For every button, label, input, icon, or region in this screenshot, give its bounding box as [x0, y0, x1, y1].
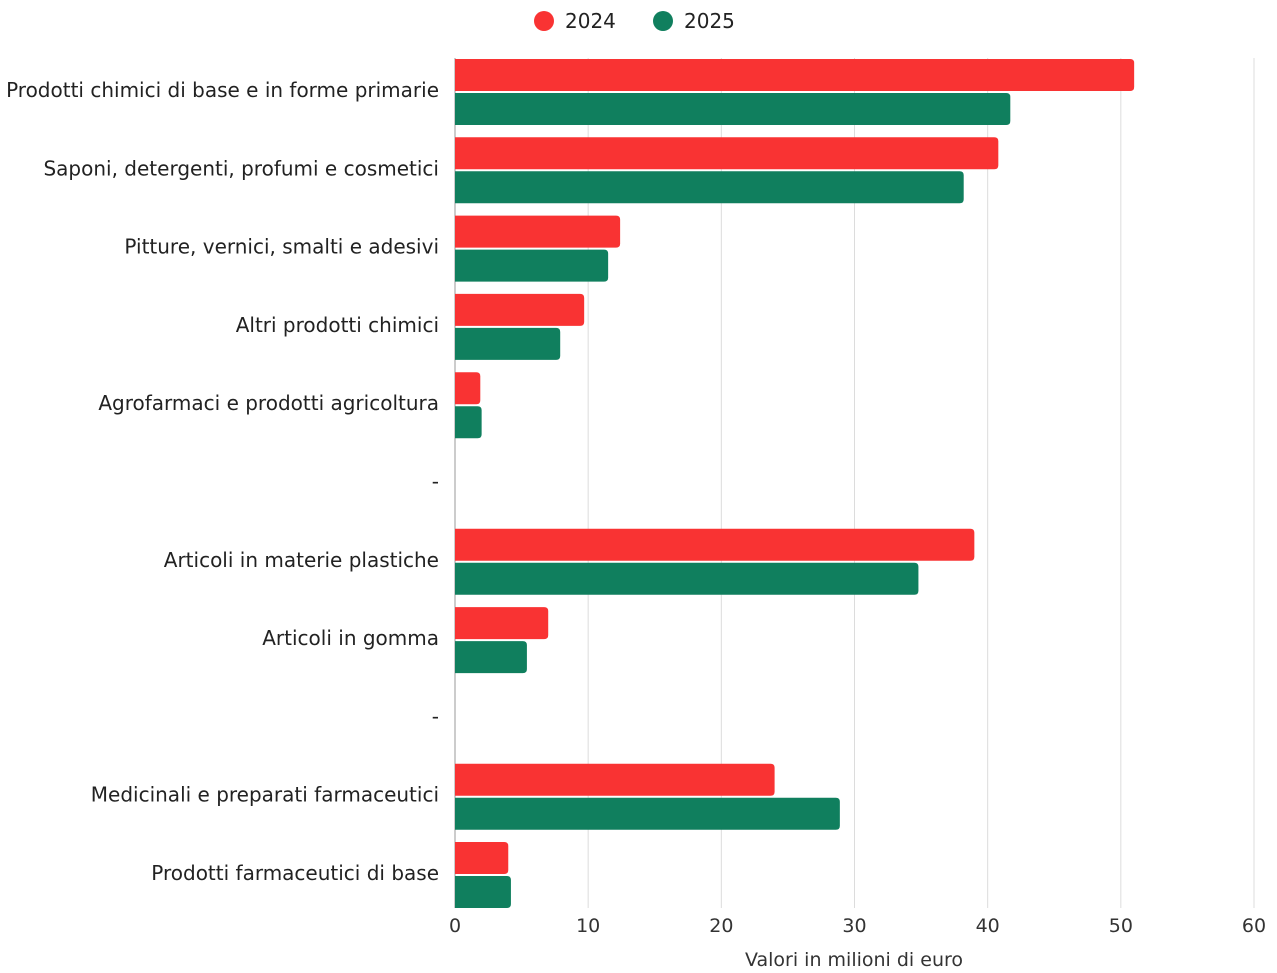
- bar-2024: [455, 842, 509, 874]
- category-label: Altri prodotti chimici: [236, 313, 439, 337]
- bar-2024: [455, 372, 481, 405]
- x-tick-labels: 0 10 20 30 40 50 60: [449, 915, 1266, 937]
- bar-2025: [455, 93, 1011, 125]
- x-tick-label: 60: [1242, 915, 1266, 937]
- bar-2024: [455, 215, 621, 248]
- x-tick-label: 10: [576, 915, 600, 937]
- category-label: Saponi, detergenti, profumi e cosmetici: [43, 156, 439, 180]
- bars: [455, 59, 1135, 908]
- bar-2025: [455, 249, 609, 282]
- bar-2025: [455, 406, 482, 439]
- category-labels: Prodotti chimici di base e in forme prim…: [6, 78, 439, 885]
- category-label: Medicinali e preparati farmaceutici: [91, 783, 439, 807]
- bar-2024: [455, 607, 549, 640]
- category-label: Pitture, vernici, smalti e adesivi: [124, 235, 439, 259]
- bar-2024: [455, 59, 1135, 91]
- legend-swatch-2024: [534, 11, 554, 31]
- bar-2025: [455, 797, 840, 830]
- bar-2025: [455, 327, 561, 360]
- bar-2024: [455, 763, 775, 796]
- category-label: Prodotti chimici di base e in forme prim…: [6, 78, 439, 102]
- category-label: -: [432, 470, 439, 494]
- bar-2025: [455, 171, 964, 204]
- x-tick-label: 0: [449, 915, 461, 937]
- bar-2025: [455, 876, 511, 908]
- legend-swatch-2025: [653, 11, 673, 31]
- bar-2025: [455, 562, 919, 595]
- legend-label: 2025: [684, 9, 735, 33]
- category-label: Articoli in materie plastiche: [164, 548, 439, 572]
- legend: 2024 2025: [534, 9, 735, 33]
- x-axis-title: Valori in milioni di euro: [745, 949, 963, 971]
- category-label: Agrofarmaci e prodotti agricoltura: [98, 391, 439, 415]
- bar-2024: [455, 528, 975, 561]
- x-tick-label: 30: [842, 915, 866, 937]
- bar-2024: [455, 137, 999, 170]
- category-label: Prodotti farmaceutici di base: [151, 861, 439, 885]
- category-label: Articoli in gomma: [262, 626, 439, 650]
- category-label: -: [432, 704, 439, 728]
- x-tick-label: 20: [709, 915, 733, 937]
- bar-2024: [455, 293, 585, 326]
- x-tick-label: 50: [1109, 915, 1133, 937]
- bar-2025: [455, 641, 527, 674]
- x-tick-label: 40: [976, 915, 1000, 937]
- legend-label: 2024: [565, 9, 616, 33]
